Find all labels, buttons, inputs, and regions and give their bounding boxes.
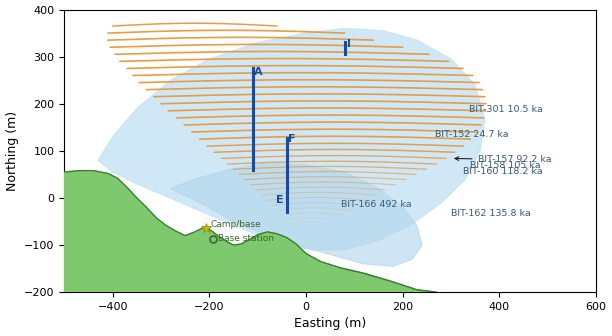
Text: Base station: Base station (218, 234, 274, 243)
Polygon shape (171, 163, 422, 266)
Polygon shape (64, 171, 436, 292)
Text: BIT-152 24.7 ka: BIT-152 24.7 ka (436, 130, 509, 139)
Polygon shape (98, 29, 485, 250)
Text: BIT-162 135.8 ka: BIT-162 135.8 ka (451, 209, 531, 218)
Text: A: A (254, 68, 263, 78)
Text: F: F (288, 134, 296, 144)
Text: Camp/base: Camp/base (211, 220, 261, 229)
Text: BIT-166 492 ka: BIT-166 492 ka (341, 200, 411, 209)
Text: I: I (346, 39, 351, 49)
Y-axis label: Northing (m): Northing (m) (6, 111, 18, 191)
X-axis label: Easting (m): Easting (m) (294, 318, 366, 330)
Text: BIT-301 10.5 ka: BIT-301 10.5 ka (469, 105, 543, 114)
Text: E: E (276, 195, 283, 205)
Text: BIT-158 105 ka: BIT-158 105 ka (470, 161, 541, 170)
Text: BIT-157 92.2 ka: BIT-157 92.2 ka (455, 155, 551, 164)
Text: BIT-160 118.2 ka: BIT-160 118.2 ka (463, 167, 543, 176)
